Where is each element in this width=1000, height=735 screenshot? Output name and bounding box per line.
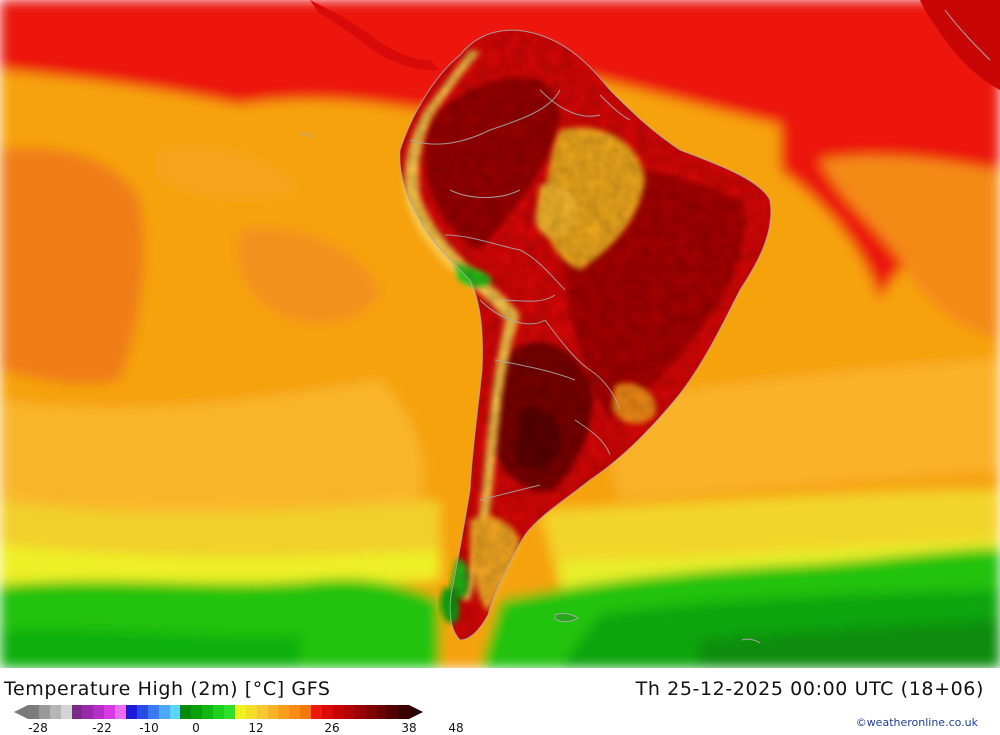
legend-tick: 12 bbox=[248, 721, 264, 735]
legend-swatch bbox=[82, 705, 94, 719]
legend-swatch bbox=[365, 705, 377, 719]
legend-swatch bbox=[147, 705, 159, 719]
legend-swatch bbox=[126, 705, 137, 719]
legend-swatch bbox=[354, 705, 366, 719]
country-borders bbox=[399, 29, 772, 641]
legend-swatch bbox=[115, 705, 127, 719]
central-america bbox=[310, 0, 1000, 90]
legend-swatch bbox=[158, 705, 170, 719]
temperature-map bbox=[0, 0, 1000, 668]
legend-swatch bbox=[180, 705, 192, 719]
islands bbox=[299, 133, 761, 644]
legend-tick-labels: -28 -22 -10 0 12 26 38 48 bbox=[14, 721, 474, 735]
legend-swatch bbox=[387, 705, 399, 719]
legend-swatch bbox=[332, 705, 344, 719]
legend-swatch bbox=[267, 705, 279, 719]
legend-swatch bbox=[300, 705, 312, 719]
legend-swatch bbox=[234, 705, 246, 719]
south-america-landmass bbox=[399, 30, 771, 641]
map-canvas bbox=[0, 0, 1000, 668]
legend-swatch bbox=[289, 705, 301, 719]
legend-swatch bbox=[311, 705, 323, 719]
legend-swatch bbox=[245, 705, 257, 719]
legend-swatch bbox=[28, 705, 39, 719]
legend-swatch bbox=[104, 705, 116, 719]
legend-tick: -28 bbox=[28, 721, 48, 735]
legend-tick: -22 bbox=[92, 721, 112, 735]
legend-swatch bbox=[398, 705, 410, 719]
legend-swatch bbox=[169, 705, 181, 719]
legend-tick: 26 bbox=[324, 721, 340, 735]
legend-tick: -10 bbox=[139, 721, 159, 735]
legend-swatch bbox=[322, 705, 333, 719]
credit-link[interactable]: ©weatheronline.co.uk bbox=[855, 716, 978, 729]
color-legend: -28 -22 -10 0 12 26 38 48 bbox=[14, 705, 474, 735]
map-title: Temperature High (2m) [°C] GFS bbox=[4, 678, 331, 700]
legend-color-bar bbox=[28, 705, 410, 719]
legend-swatch bbox=[191, 705, 203, 719]
legend-tick: 0 bbox=[192, 721, 200, 735]
legend-swatch bbox=[60, 705, 72, 719]
legend-swatch bbox=[93, 705, 105, 719]
legend-swatch bbox=[202, 705, 214, 719]
map-datetime: Th 25-12-2025 00:00 UTC (18+06) bbox=[635, 678, 984, 700]
legend-swatch bbox=[49, 705, 61, 719]
legend-swatch bbox=[376, 705, 388, 719]
legend-swatch bbox=[224, 705, 235, 719]
legend-swatch bbox=[213, 705, 225, 719]
legend-low-arrow bbox=[14, 705, 28, 719]
legend-tick: 38 bbox=[401, 721, 417, 735]
legend-swatch bbox=[136, 705, 148, 719]
legend-swatch bbox=[278, 705, 290, 719]
legend-high-arrow bbox=[409, 705, 424, 719]
legend-swatch bbox=[71, 705, 83, 719]
legend-swatch bbox=[38, 705, 50, 719]
legend-tick: 48 bbox=[448, 721, 464, 735]
legend-swatch bbox=[343, 705, 355, 719]
legend-swatch bbox=[256, 705, 268, 719]
map-footer: Temperature High (2m) [°C] GFS Th 25-12-… bbox=[0, 668, 1000, 735]
